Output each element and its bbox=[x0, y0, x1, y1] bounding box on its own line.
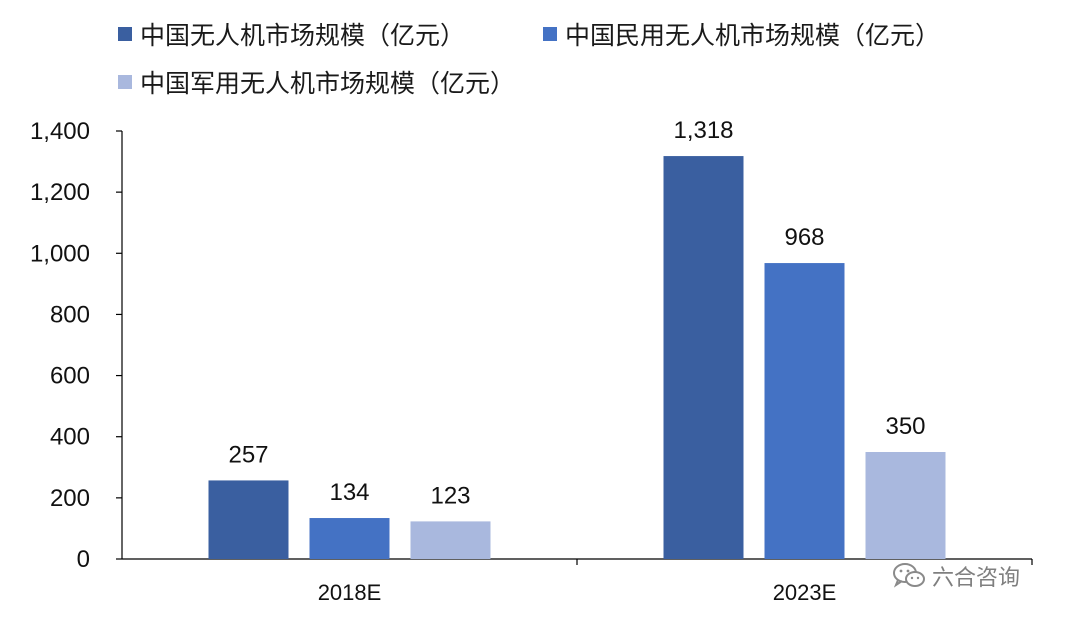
x-axis-categories: 2018E 2023E bbox=[318, 580, 837, 605]
y-tick-label: 1,000 bbox=[30, 240, 90, 267]
data-label: 123 bbox=[430, 482, 470, 509]
bar bbox=[309, 518, 390, 559]
bar bbox=[764, 263, 845, 559]
data-label: 134 bbox=[329, 479, 369, 506]
x-category-label: 2023E bbox=[773, 580, 837, 605]
y-tick-label: 0 bbox=[77, 546, 90, 573]
watermark-text: 六合咨询 bbox=[932, 566, 1021, 591]
y-tick-label: 1,200 bbox=[30, 179, 90, 206]
y-tick-label: 400 bbox=[50, 424, 90, 451]
legend-swatch-civil bbox=[543, 27, 557, 41]
watermark: 六合咨询 bbox=[892, 560, 1020, 592]
bars bbox=[208, 156, 946, 559]
legend-label-civil: 中国民用无人机市场规模（亿元） bbox=[565, 21, 941, 50]
y-tick-label: 800 bbox=[50, 301, 90, 328]
legend-item-military: 中国军用无人机市场规模（亿元） bbox=[118, 64, 515, 100]
legend-item-total: 中国无人机市场规模（亿元） bbox=[118, 16, 465, 52]
y-tick-label: 200 bbox=[50, 485, 90, 512]
data-label: 968 bbox=[784, 224, 824, 251]
legend-swatch-military bbox=[118, 75, 132, 89]
legend-label-total: 中国无人机市场规模（亿元） bbox=[140, 21, 466, 50]
bar bbox=[663, 156, 744, 559]
y-tick-label: 600 bbox=[50, 363, 90, 390]
bar bbox=[865, 452, 946, 559]
legend-item-civil: 中国民用无人机市场规模（亿元） bbox=[543, 16, 940, 52]
data-label: 350 bbox=[885, 413, 925, 440]
x-category-label: 2018E bbox=[318, 580, 382, 605]
wechat-icon bbox=[893, 563, 925, 588]
bar bbox=[410, 521, 491, 559]
data-label: 1,318 bbox=[673, 117, 733, 144]
bar bbox=[208, 480, 289, 559]
data-labels: 257 134 123 1,318 968 350 bbox=[228, 117, 925, 509]
legend-label-military: 中国军用无人机市场规模（亿元） bbox=[140, 69, 516, 98]
legend-swatch-total bbox=[118, 27, 132, 41]
y-axis-ticks: 0 200 400 600 800 1,000 1,200 1,400 bbox=[30, 118, 122, 573]
y-tick-label: 1,400 bbox=[30, 118, 90, 145]
data-label: 257 bbox=[228, 441, 268, 468]
